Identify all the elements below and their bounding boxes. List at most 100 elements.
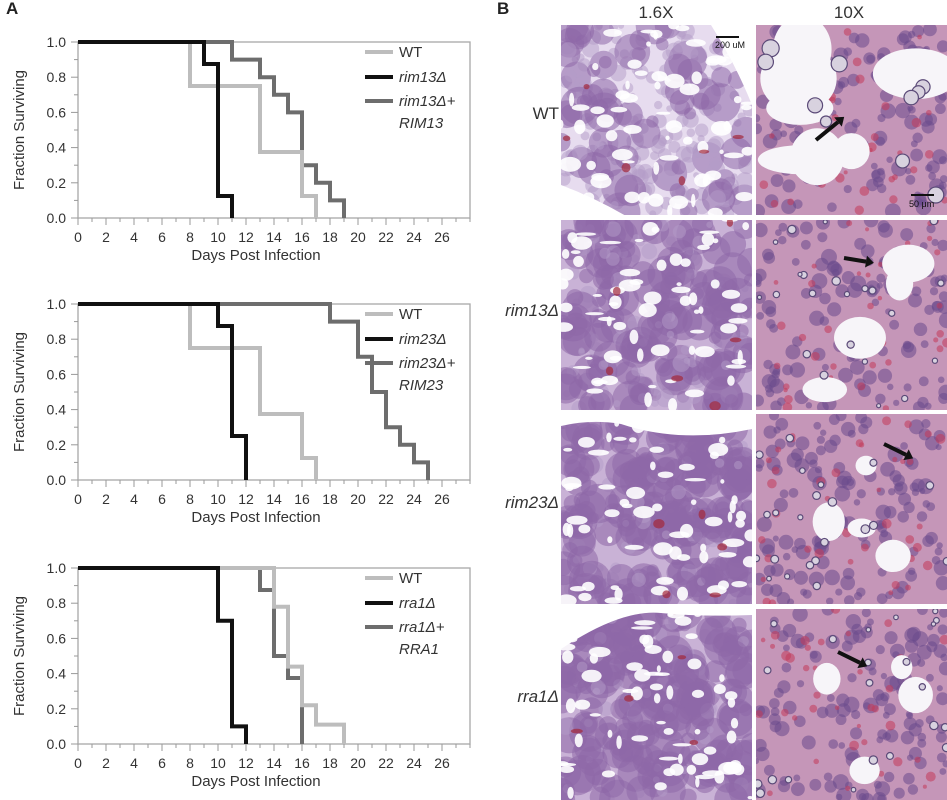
y-axis-label: Fraction Surviving xyxy=(11,332,28,452)
histology-image-rim23-1-6x xyxy=(561,414,752,604)
histology-image-rra1-1-6x xyxy=(561,609,752,800)
survival-chart-3: 0.00.20.40.60.81.00 2 4 6 8 10 12 14 16 18 20 22 24 2… xyxy=(11,560,471,790)
x-tick-label: 4 xyxy=(130,755,138,771)
legend-entry: rim23Δ+ xyxy=(399,355,456,372)
histology-image-rim13-10x xyxy=(756,220,947,410)
series-line-1 xyxy=(78,40,234,218)
x-tick-label: 10 xyxy=(210,229,226,245)
x-tick-label: 6 xyxy=(158,229,166,245)
x-tick-label: 16 xyxy=(294,491,310,507)
svg-text:200 uM: 200 uM xyxy=(715,40,745,50)
y-tick-label: 0.0 xyxy=(47,472,67,488)
legend-entry: rim13Δ+ xyxy=(399,93,456,110)
survival-chart-2: 0.00.20.40.60.81.00 2 4 6 8 10 12 14 16 18 20 22 24 2… xyxy=(11,296,471,526)
y-tick-label: 1.0 xyxy=(47,34,67,50)
x-tick-label: 12 xyxy=(238,755,254,771)
svg-text:50 μm: 50 μm xyxy=(909,199,934,209)
series-line-2 xyxy=(78,40,346,218)
x-tick-label: 24 xyxy=(406,755,422,771)
legend-entry: WT xyxy=(399,306,422,323)
row-label-rim13: rim13Δ xyxy=(505,301,559,320)
y-tick-label: 0.6 xyxy=(47,630,67,646)
x-tick-label: 10 xyxy=(210,491,226,507)
y-tick-label: 0.2 xyxy=(47,437,67,453)
legend-entry: RIM13 xyxy=(399,115,444,132)
y-tick-label: 0.4 xyxy=(47,140,67,156)
histology-image-rra1-10x xyxy=(756,609,947,800)
histology-image-wt-1-6x: 200 uM xyxy=(561,25,752,215)
series-line-2 xyxy=(78,302,430,480)
x-tick-label: 6 xyxy=(158,755,166,771)
x-tick-label: 26 xyxy=(434,229,450,245)
x-tick-label: 0 xyxy=(74,491,82,507)
legend-entry: RIM23 xyxy=(399,377,444,394)
x-tick-label: 24 xyxy=(406,491,422,507)
series-line-2 xyxy=(78,566,304,744)
x-tick-label: 14 xyxy=(266,491,282,507)
series-line-0 xyxy=(78,302,318,480)
series-line-0 xyxy=(78,566,346,744)
y-tick-label: 0.6 xyxy=(47,104,67,120)
legend-entry: RRA1 xyxy=(399,641,439,658)
x-axis-label: Days Post Infection xyxy=(191,509,320,526)
column-header-low-mag: 1.6X xyxy=(638,3,674,22)
x-tick-label: 4 xyxy=(130,229,138,245)
y-axis-label: Fraction Surviving xyxy=(11,70,28,190)
x-tick-label: 4 xyxy=(130,491,138,507)
x-tick-label: 8 xyxy=(186,229,194,245)
x-tick-label: 8 xyxy=(186,491,194,507)
x-tick-label: 10 xyxy=(210,755,226,771)
x-tick-label: 12 xyxy=(238,229,254,245)
y-tick-label: 0.0 xyxy=(47,210,67,226)
x-tick-label: 22 xyxy=(378,229,394,245)
x-tick-label: 22 xyxy=(378,491,394,507)
x-tick-label: 20 xyxy=(350,229,366,245)
x-tick-label: 12 xyxy=(238,491,254,507)
y-tick-label: 1.0 xyxy=(47,560,67,576)
survival-chart-1: 0.00.20.40.60.81.00 2 4 6 8 10 12 14 16 18 20 22 24 2… xyxy=(11,34,471,264)
row-label-rra1: rra1Δ xyxy=(517,687,559,706)
y-tick-label: 0.6 xyxy=(47,366,67,382)
panel-b-letter: B xyxy=(497,0,510,18)
x-tick-label: 18 xyxy=(322,491,338,507)
x-tick-label: 2 xyxy=(102,755,110,771)
x-tick-label: 6 xyxy=(158,491,166,507)
row-label-rim23: rim23Δ xyxy=(505,493,559,512)
y-tick-label: 0.8 xyxy=(47,331,67,347)
legend-entry: rra1Δ xyxy=(399,595,436,612)
panel-a-letter: A xyxy=(6,0,19,18)
column-header-high-mag: 10X xyxy=(833,3,865,22)
y-tick-label: 0.8 xyxy=(47,69,67,85)
x-tick-label: 16 xyxy=(294,755,310,771)
histology-image-wt-10x: 50 μm xyxy=(756,25,947,215)
series-line-1 xyxy=(78,302,248,480)
legend-entry: rim13Δ xyxy=(399,69,447,86)
row-label-wt: WT xyxy=(532,104,559,123)
y-tick-label: 0.2 xyxy=(47,701,67,717)
x-tick-label: 16 xyxy=(294,229,310,245)
legend-entry: rra1Δ+ xyxy=(399,619,445,636)
histology-image-rim23-10x xyxy=(756,414,947,604)
x-tick-label: 8 xyxy=(186,755,194,771)
x-tick-label: 20 xyxy=(350,491,366,507)
y-tick-label: 0.4 xyxy=(47,402,67,418)
histology-image-rim13-1-6x xyxy=(561,220,752,410)
x-tick-label: 18 xyxy=(322,229,338,245)
y-tick-label: 0.8 xyxy=(47,595,67,611)
series-line-1 xyxy=(78,566,248,744)
x-tick-label: 2 xyxy=(102,229,110,245)
x-axis-label: Days Post Infection xyxy=(191,773,320,790)
x-tick-label: 0 xyxy=(74,755,82,771)
x-tick-label: 14 xyxy=(266,229,282,245)
x-tick-label: 26 xyxy=(434,491,450,507)
y-tick-label: 0.2 xyxy=(47,175,67,191)
x-axis-label: Days Post Infection xyxy=(191,247,320,264)
legend-entry: rim23Δ xyxy=(399,331,447,348)
panel-a-survival-charts: 0.00.20.40.60.81.00 2 4 6 8 10 12 14 16 18 20 22 24 2… xyxy=(11,34,471,790)
legend-entry: WT xyxy=(399,44,422,61)
x-tick-label: 22 xyxy=(378,755,394,771)
legend-entry: WT xyxy=(399,570,422,587)
x-tick-label: 18 xyxy=(322,755,338,771)
x-tick-label: 20 xyxy=(350,755,366,771)
x-tick-label: 26 xyxy=(434,755,450,771)
